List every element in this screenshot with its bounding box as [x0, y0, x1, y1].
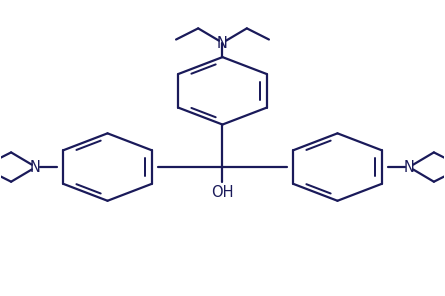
Text: N: N — [404, 160, 415, 175]
Text: N: N — [30, 160, 41, 175]
Text: OH: OH — [211, 185, 234, 200]
Text: N: N — [217, 36, 228, 51]
